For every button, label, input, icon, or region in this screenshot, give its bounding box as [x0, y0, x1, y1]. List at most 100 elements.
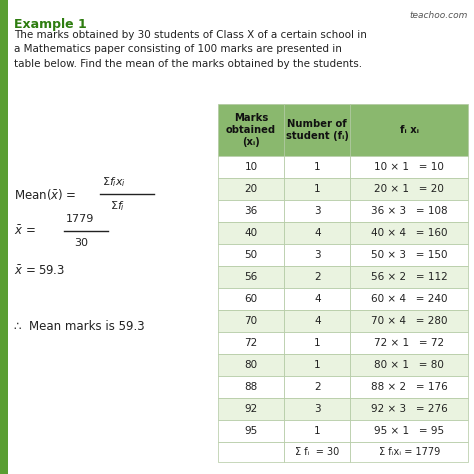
Bar	[350, 420, 468, 442]
Bar	[284, 398, 350, 420]
Text: 20: 20	[245, 184, 258, 194]
Text: Marks
obtained
(xᵢ): Marks obtained (xᵢ)	[226, 113, 276, 146]
Text: 1779: 1779	[66, 214, 94, 224]
Bar	[284, 266, 350, 288]
Text: Σ fᵢxᵢ = 1779: Σ fᵢxᵢ = 1779	[379, 447, 440, 457]
Text: $\bar{x}$ =: $\bar{x}$ =	[14, 224, 36, 238]
Text: 60: 60	[245, 294, 258, 304]
Text: Mean($\bar{x}$) =: Mean($\bar{x}$) =	[14, 186, 76, 201]
Text: 1: 1	[314, 360, 321, 370]
Text: 3: 3	[314, 250, 321, 260]
Text: 1: 1	[314, 426, 321, 436]
Text: 70: 70	[245, 316, 258, 326]
Bar	[284, 104, 350, 156]
Text: 2: 2	[314, 272, 321, 282]
Bar	[350, 244, 468, 266]
Bar	[218, 332, 284, 354]
Text: 36: 36	[245, 206, 258, 216]
Text: 20 × 1   = 20: 20 × 1 = 20	[374, 184, 444, 194]
Bar	[284, 442, 350, 462]
Bar	[218, 398, 284, 420]
Bar	[284, 288, 350, 310]
Text: 60 × 4   = 240: 60 × 4 = 240	[371, 294, 447, 304]
Bar	[350, 178, 468, 200]
Bar	[284, 244, 350, 266]
Text: The marks obtained by 30 students of Class X of a certain school in
a Mathematic: The marks obtained by 30 students of Cla…	[14, 30, 367, 69]
Text: 80 × 1   = 80: 80 × 1 = 80	[374, 360, 444, 370]
Bar	[284, 420, 350, 442]
Text: fᵢ xᵢ: fᵢ xᵢ	[400, 125, 419, 135]
Text: 2: 2	[314, 382, 321, 392]
Bar	[284, 310, 350, 332]
Bar	[350, 398, 468, 420]
Bar	[284, 376, 350, 398]
Text: 40 × 4   = 160: 40 × 4 = 160	[371, 228, 447, 238]
Text: 30: 30	[74, 238, 88, 248]
Bar	[218, 354, 284, 376]
Bar	[218, 222, 284, 244]
Text: Σ fᵢ  = 30: Σ fᵢ = 30	[295, 447, 339, 457]
Text: teachoo.com: teachoo.com	[410, 11, 468, 20]
Bar	[350, 222, 468, 244]
Text: 95 × 1   = 95: 95 × 1 = 95	[374, 426, 444, 436]
Bar	[218, 156, 284, 178]
Bar	[350, 288, 468, 310]
Text: 4: 4	[314, 228, 321, 238]
Text: Number of
student (fᵢ): Number of student (fᵢ)	[286, 119, 349, 141]
Text: $\Sigma f_i$: $\Sigma f_i$	[110, 199, 125, 213]
Text: 88 × 2   = 176: 88 × 2 = 176	[371, 382, 447, 392]
Bar	[284, 354, 350, 376]
Bar	[350, 266, 468, 288]
Text: 4: 4	[314, 316, 321, 326]
Bar	[218, 420, 284, 442]
Bar	[284, 222, 350, 244]
Text: $\Sigma f_i x_i$: $\Sigma f_i x_i$	[102, 175, 126, 189]
Text: 92: 92	[245, 404, 258, 414]
Text: 1: 1	[314, 162, 321, 172]
Bar	[218, 310, 284, 332]
Text: 72 × 1   = 72: 72 × 1 = 72	[374, 338, 444, 348]
Text: 72: 72	[245, 338, 258, 348]
Text: 92 × 3   = 276: 92 × 3 = 276	[371, 404, 447, 414]
Text: 3: 3	[314, 404, 321, 414]
Bar	[350, 442, 468, 462]
Text: 3: 3	[314, 206, 321, 216]
Bar	[350, 104, 468, 156]
Bar	[218, 104, 284, 156]
Text: 40: 40	[245, 228, 258, 238]
Bar	[218, 376, 284, 398]
Text: 56 × 2   = 112: 56 × 2 = 112	[371, 272, 447, 282]
Bar	[350, 376, 468, 398]
Bar	[284, 200, 350, 222]
Text: 56: 56	[245, 272, 258, 282]
Text: 88: 88	[245, 382, 258, 392]
Text: Example 1: Example 1	[14, 18, 87, 31]
Bar	[218, 442, 284, 462]
Bar	[218, 244, 284, 266]
Bar	[218, 266, 284, 288]
Text: 1: 1	[314, 184, 321, 194]
Text: 50 × 3   = 150: 50 × 3 = 150	[371, 250, 447, 260]
Bar	[350, 156, 468, 178]
Bar	[284, 332, 350, 354]
Text: ∴  Mean marks is 59.3: ∴ Mean marks is 59.3	[14, 319, 145, 332]
Text: 50: 50	[245, 250, 258, 260]
Bar	[350, 332, 468, 354]
Text: $\bar{x}$ = 59.3: $\bar{x}$ = 59.3	[14, 264, 65, 278]
Text: 1: 1	[314, 338, 321, 348]
Bar	[350, 354, 468, 376]
Text: 10: 10	[245, 162, 258, 172]
Text: 95: 95	[245, 426, 258, 436]
Bar	[284, 156, 350, 178]
Text: 80: 80	[245, 360, 258, 370]
Text: 10 × 1   = 10: 10 × 1 = 10	[374, 162, 444, 172]
Text: 70 × 4   = 280: 70 × 4 = 280	[371, 316, 447, 326]
Text: 4: 4	[314, 294, 321, 304]
Bar	[284, 178, 350, 200]
Bar	[218, 200, 284, 222]
Bar	[350, 310, 468, 332]
Bar	[0, 0, 8, 474]
Bar	[218, 178, 284, 200]
Bar	[218, 288, 284, 310]
Bar	[350, 200, 468, 222]
